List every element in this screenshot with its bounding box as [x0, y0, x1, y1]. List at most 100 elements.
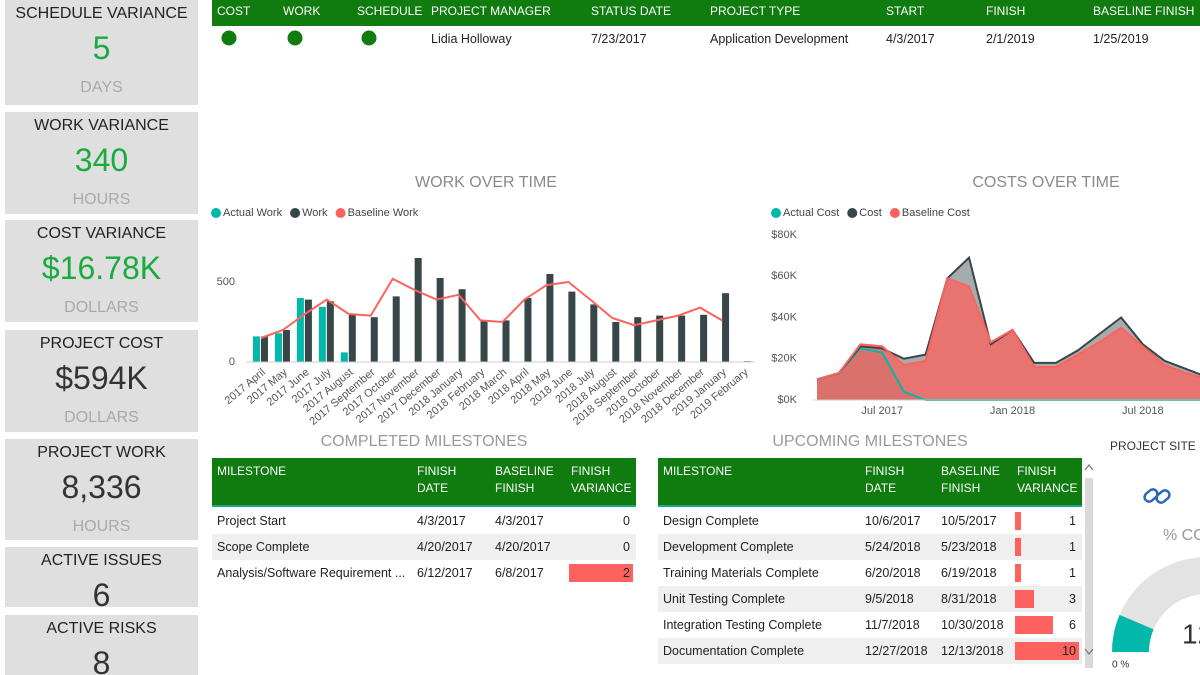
cell-text: Application Development: [710, 32, 849, 46]
column-header: STATUS DATE: [591, 4, 672, 18]
cell-text: Project Start: [217, 514, 286, 528]
legend-marker: [211, 208, 221, 218]
cell-text: 4/20/2017: [417, 540, 473, 554]
table-row: Documentation Complete 12/27/2018 12/13/20…: [658, 638, 1082, 664]
bar: [502, 320, 510, 362]
bar: [436, 278, 444, 362]
kpi-card: COST VARIANCE $16.78K DOLLARS: [5, 220, 198, 322]
cell-text: Documentation Complete: [663, 644, 805, 658]
column-header: BASELINE FINISH: [495, 464, 554, 495]
y-tick-label: 0: [229, 356, 235, 368]
cell-text: Analysis/Software Requirement ...: [217, 566, 406, 580]
variance-value: 1: [1069, 566, 1076, 580]
kpi-title: ACTIVE RISKS: [46, 620, 157, 637]
bar: [304, 299, 312, 362]
y-tick-label: 500: [217, 276, 235, 288]
bar: [634, 317, 642, 362]
bar: [590, 304, 598, 362]
cell-text: 9/5/2018: [865, 592, 914, 606]
bar: [260, 336, 268, 362]
cell-text: 6/20/2018: [865, 566, 921, 580]
legend-marker: [847, 208, 858, 218]
cell-text: 5/23/2018: [941, 540, 997, 554]
link-icon[interactable]: [1143, 488, 1172, 505]
cell-text: 12/27/2018: [865, 644, 928, 658]
variance-value: 10: [1062, 644, 1076, 658]
table-row: Development Complete 5/24/2018 5/23/2018 1: [658, 534, 1082, 560]
bar: [722, 293, 730, 362]
status-indicator: [361, 30, 377, 46]
kpi-title: COST VARIANCE: [36, 225, 167, 242]
kpi-card: PROJECT WORK 8,336 HOURS: [5, 439, 198, 540]
x-tick-label: Jul 2018: [1122, 405, 1164, 417]
kpi-unit: HOURS: [72, 518, 131, 535]
y-tick-label: $80K: [771, 229, 797, 241]
bar: [252, 336, 260, 362]
link-icon-part: [1143, 488, 1159, 503]
cell-text: 7/23/2017: [591, 32, 647, 46]
table-title: UPCOMING MILESTONES: [772, 433, 968, 450]
cell-text: Lidia Holloway: [431, 32, 512, 46]
kpi-unit: DOLLARS: [64, 409, 139, 426]
table-row: Training Materials Complete 6/20/2018 6/19…: [658, 560, 1082, 586]
cell-text: 10/6/2017: [865, 514, 921, 528]
variance-value: 1: [1069, 514, 1076, 528]
column-header: FINISH DATE: [417, 464, 457, 495]
gauge-title: % CO: [1163, 527, 1200, 544]
cell-text: 8/31/2018: [941, 592, 997, 606]
bar: [348, 314, 356, 362]
legend-label: Actual Work: [223, 207, 283, 219]
scroll-up[interactable]: [1084, 464, 1094, 471]
bar: [546, 274, 554, 362]
kpi-value: 5: [92, 30, 111, 66]
column-header: MILESTONE: [663, 464, 733, 478]
kpi-card: WORK VARIANCE 340 HOURS: [5, 112, 198, 214]
kpi-value: 340: [74, 142, 129, 178]
kpi-title: PROJECT WORK: [37, 444, 166, 461]
kpi-card: ACTIVE RISKS 8: [5, 615, 198, 675]
column-header: FINISH DATE: [865, 464, 905, 495]
kpi-value: $594K: [55, 360, 148, 396]
series-area: [817, 278, 1200, 400]
variance-value: 6: [1069, 618, 1076, 632]
kpi-value: 6: [92, 577, 111, 607]
legend-label: Cost: [859, 207, 882, 219]
column-header: PROJECT MANAGER: [431, 4, 551, 18]
cell-text: 4/3/2017: [417, 514, 466, 528]
x-tick-label: Jan 2018: [990, 405, 1035, 417]
table-title: COMPLETED MILESTONES: [320, 433, 528, 450]
bar: [296, 298, 304, 362]
column-header: BASELINE FINISH: [941, 464, 1000, 495]
cell-text: 5/24/2018: [865, 540, 921, 554]
variance-bar: [1015, 616, 1054, 634]
table-row: Integration Testing Complete 11/7/2018 10/…: [658, 612, 1082, 638]
legend-marker: [889, 208, 900, 218]
kpi-value: 8,336: [61, 469, 142, 505]
bar: [524, 298, 532, 362]
variance-value: 3: [1069, 592, 1076, 606]
table-row: Project Start 4/3/2017 4/3/2017 0: [212, 508, 636, 534]
table-row: Design Complete 10/6/2017 10/5/2017 1: [658, 508, 1082, 534]
column-header: FINISH VARIANCE: [1017, 464, 1078, 495]
cell-text: 2/1/2019: [986, 32, 1035, 46]
legend-marker: [335, 208, 346, 218]
x-tick-label: Jul 2017: [861, 405, 903, 417]
variance-bar: [1015, 642, 1079, 660]
y-tick-label: $60K: [771, 270, 797, 282]
gauge-min: 0 %: [1112, 660, 1129, 671]
table-row: Analysis/Software Requirement ... 6/12/20…: [212, 560, 636, 586]
cell-text: Design Complete: [663, 514, 759, 528]
scroll-down[interactable]: [1084, 648, 1094, 655]
cell-text: 1/25/2019: [1093, 32, 1149, 46]
kpi-title: SCHEDULE VARIANCE: [15, 5, 188, 22]
bar: [340, 352, 348, 362]
status-indicator: [287, 30, 303, 46]
scrollbar[interactable]: [1085, 478, 1093, 668]
cell-text: 6/19/2018: [941, 566, 997, 580]
y-tick-label: $20K: [771, 353, 797, 365]
cell-text: Development Complete: [663, 540, 794, 554]
variance-bar: [1015, 512, 1022, 530]
bar: [700, 314, 708, 362]
